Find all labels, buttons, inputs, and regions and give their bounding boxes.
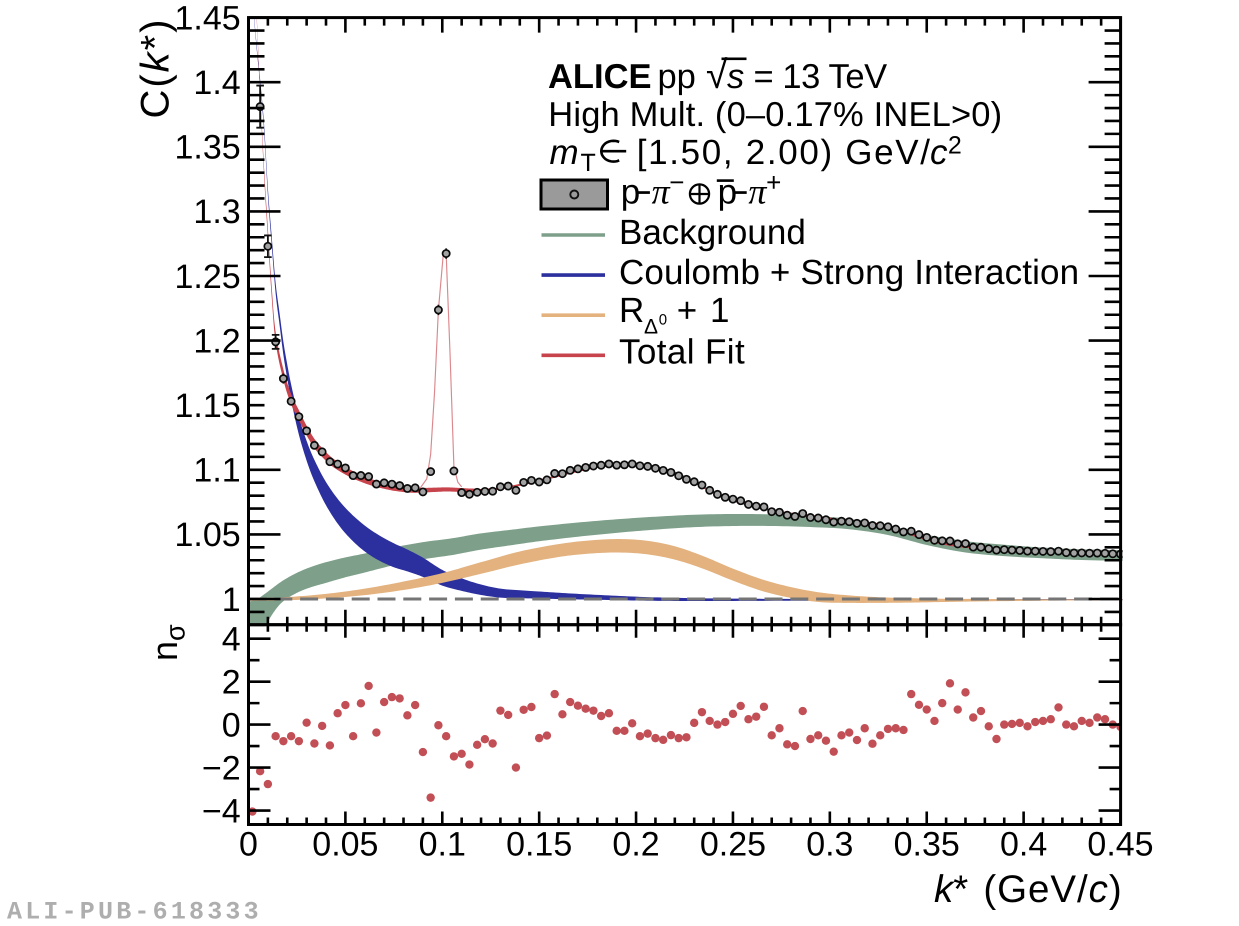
- svg-text:0.25: 0.25: [700, 826, 766, 864]
- svg-text:1.45: 1.45: [175, 0, 241, 37]
- svg-text:0.2: 0.2: [612, 826, 659, 864]
- svg-text:0.15: 0.15: [506, 826, 572, 864]
- svg-text:[1.50, 2.00) GeV/: [1.50, 2.00) GeV/: [637, 133, 931, 172]
- svg-text:0.45: 0.45: [1087, 826, 1153, 864]
- svg-text:m: m: [550, 133, 579, 172]
- svg-text:0.35: 0.35: [894, 826, 960, 864]
- svg-text:0.3: 0.3: [806, 826, 853, 864]
- svg-text:= 13 TeV: = 13 TeV: [754, 58, 888, 96]
- svg-text:1.1: 1.1: [193, 452, 240, 490]
- svg-text:1: 1: [710, 291, 729, 330]
- svg-text:p: p: [621, 173, 640, 212]
- svg-text:+: +: [677, 291, 697, 330]
- svg-text:p: p: [718, 173, 737, 212]
- svg-text:0: 0: [222, 706, 241, 744]
- svg-text:−2: −2: [202, 749, 241, 787]
- svg-text:(GeV/c): (GeV/c): [983, 868, 1121, 911]
- svg-text:Δ: Δ: [644, 316, 658, 339]
- svg-text:1.25: 1.25: [175, 258, 241, 296]
- svg-text:π: π: [652, 172, 671, 212]
- svg-text:k*: k*: [934, 868, 968, 911]
- svg-text:2: 2: [948, 132, 962, 160]
- svg-text:Coulomb + Strong Interaction: Coulomb + Strong Interaction: [619, 253, 1079, 292]
- svg-text:4: 4: [222, 620, 241, 658]
- svg-text:1.4: 1.4: [193, 64, 240, 102]
- svg-text:High Mult. (0–0.17% INEL>0): High Mult. (0–0.17% INEL>0): [548, 96, 1002, 134]
- svg-text:Total Fit: Total Fit: [619, 332, 745, 371]
- svg-text:1: 1: [222, 581, 241, 619]
- svg-text:−4: −4: [202, 792, 241, 830]
- svg-text:ALICE: ALICE: [548, 58, 652, 96]
- svg-text:s: s: [727, 58, 744, 96]
- svg-text:1.3: 1.3: [193, 193, 240, 231]
- svg-text:0: 0: [659, 311, 667, 328]
- svg-text:π: π: [748, 172, 767, 212]
- svg-text:0: 0: [239, 826, 258, 864]
- svg-text:ALI-PUB-618333: ALI-PUB-618333: [7, 898, 262, 926]
- svg-text:−: −: [669, 167, 684, 197]
- svg-text:2: 2: [222, 663, 241, 701]
- svg-text:+: +: [766, 167, 781, 197]
- svg-text:c: c: [930, 133, 948, 172]
- svg-text:1.35: 1.35: [175, 129, 241, 167]
- svg-text:R: R: [619, 291, 644, 330]
- svg-text:pp: pp: [658, 58, 696, 96]
- svg-text:0.4: 0.4: [1000, 826, 1047, 864]
- svg-text:Background: Background: [619, 213, 806, 252]
- svg-text:C(k*): C(k*): [134, 20, 178, 119]
- svg-text:1.15: 1.15: [175, 387, 241, 425]
- svg-text:T: T: [581, 149, 596, 177]
- svg-text:0.05: 0.05: [312, 826, 378, 864]
- svg-text:1.2: 1.2: [193, 322, 240, 360]
- svg-text:√: √: [706, 54, 728, 97]
- svg-text:0.1: 0.1: [419, 826, 466, 864]
- svg-text:1.05: 1.05: [175, 516, 241, 554]
